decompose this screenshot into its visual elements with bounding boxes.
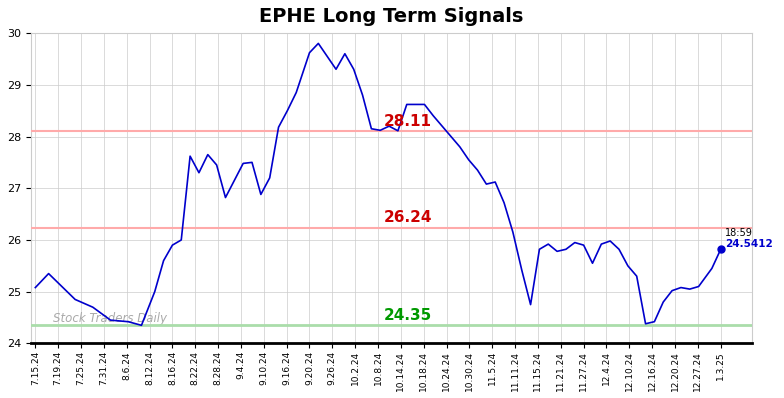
Text: 24.5412: 24.5412	[725, 239, 773, 249]
Text: Stock Traders Daily: Stock Traders Daily	[53, 312, 166, 325]
Text: 24.35: 24.35	[383, 308, 432, 323]
Text: 26.24: 26.24	[383, 211, 432, 225]
Title: EPHE Long Term Signals: EPHE Long Term Signals	[259, 7, 524, 26]
Text: 28.11: 28.11	[384, 114, 432, 129]
Text: 18:59: 18:59	[725, 228, 753, 238]
